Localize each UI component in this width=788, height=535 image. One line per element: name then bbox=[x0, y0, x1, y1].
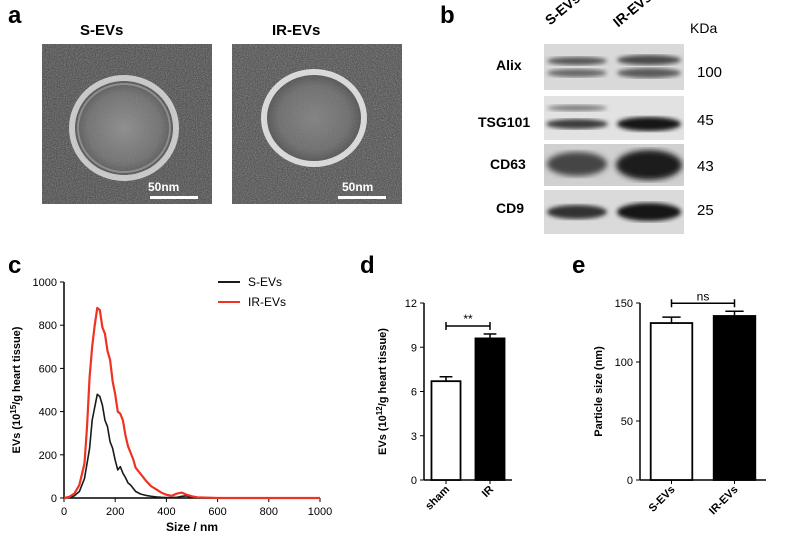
series-line-s-evs bbox=[63, 393, 320, 499]
x-tick-label: 1000 bbox=[308, 506, 332, 518]
x-axis-label: Size / nm bbox=[166, 520, 218, 534]
y-tick-label: 50 bbox=[621, 416, 633, 428]
x-tick-label: IR bbox=[480, 484, 496, 500]
legend-label-ir-evs: IR-EVs bbox=[248, 295, 286, 309]
scale-bar-label-ir-evs: 50nm bbox=[342, 180, 374, 194]
y-tick-label: 0 bbox=[51, 493, 57, 505]
y-tick-label: 9 bbox=[411, 342, 417, 354]
x-tick-label: IR-EVs bbox=[707, 484, 741, 518]
y-tick-label: 100 bbox=[615, 357, 633, 369]
y-tick-label: 800 bbox=[39, 320, 57, 332]
chart-size-distribution: 0 200 400 600 800 1000 0 200 400 600 800 1000 Size … bbox=[9, 275, 333, 534]
x-tick-label: 400 bbox=[157, 506, 175, 518]
significance-label: ns bbox=[697, 289, 710, 303]
blot-lane-s-evs: S-EVs bbox=[541, 0, 584, 29]
x-tick-label: S-EVs bbox=[647, 484, 678, 515]
blot-strip-tsg101 bbox=[544, 96, 684, 140]
legend-label-s-evs: S-EVs bbox=[248, 275, 282, 289]
y-tick-label: 6 bbox=[411, 387, 417, 399]
x-tick-label: 600 bbox=[208, 506, 226, 518]
blot-lane-ir-evs: IR-EVs bbox=[609, 0, 655, 30]
panel-letter-c: c bbox=[8, 252, 22, 279]
panel-letter-d: d bbox=[360, 252, 375, 279]
bar-ir-evs bbox=[712, 315, 757, 481]
chart-ev-count: 0 3 6 9 12 sham IR ** EVs (1012/g heart tissue… bbox=[375, 298, 512, 512]
blot-kda-alix: 100 bbox=[697, 64, 723, 81]
scale-bar-label-s-evs: 50nm bbox=[148, 180, 180, 194]
y-tick-label: 400 bbox=[39, 407, 57, 419]
panel-letter-e: e bbox=[572, 252, 586, 279]
y-tick-label: 600 bbox=[39, 363, 57, 375]
blot-kda-cd63: 43 bbox=[697, 158, 714, 175]
bar-sham bbox=[430, 380, 462, 481]
bar-s-evs bbox=[649, 322, 694, 481]
y-axis-label: EVs (1012/g heart tissue) bbox=[375, 328, 390, 455]
panel-letter-a: a bbox=[8, 2, 22, 29]
blot-protein-alix: Alix bbox=[496, 57, 522, 73]
blot-unit-label: KDa bbox=[690, 20, 718, 36]
blot-strip-alix bbox=[544, 44, 684, 90]
y-tick-label: 1000 bbox=[33, 277, 57, 289]
y-tick-label: 150 bbox=[615, 298, 633, 310]
y-tick-label: 3 bbox=[411, 431, 417, 443]
blot-kda-tsg101: 45 bbox=[697, 112, 714, 129]
tem-image-ir-evs bbox=[232, 44, 402, 204]
tem-image-s-evs bbox=[42, 44, 212, 204]
chart-particle-size: 0 50 100 150 S-EVs IR-EVs ns Particle size (n… bbox=[593, 289, 766, 518]
series-line-ir-evs bbox=[63, 306, 320, 500]
panel-letter-b: b bbox=[440, 2, 455, 29]
blot-strip-cd9 bbox=[544, 190, 684, 234]
x-tick-label: 0 bbox=[61, 506, 67, 518]
y-tick-label: 0 bbox=[411, 475, 417, 487]
significance-label: ** bbox=[463, 312, 473, 326]
tem-title-ir-evs: IR-EVs bbox=[272, 22, 321, 39]
chart-legend: S-EVs IR-EVs bbox=[218, 275, 286, 309]
x-tick-label: sham bbox=[423, 483, 452, 512]
y-axis-label: EVs (1015/g heart tissue) bbox=[9, 326, 24, 453]
blot-protein-tsg101: TSG101 bbox=[478, 114, 531, 130]
blot-protein-cd9: CD9 bbox=[496, 200, 525, 216]
y-tick-label: 200 bbox=[39, 450, 57, 462]
x-tick-label: 800 bbox=[260, 506, 278, 518]
y-tick-label: 12 bbox=[405, 298, 417, 310]
blot-strip-cd63 bbox=[544, 144, 684, 186]
y-axis-label: Particle size (nm) bbox=[593, 346, 605, 437]
y-tick-label: 0 bbox=[627, 475, 633, 487]
western-blot bbox=[544, 44, 684, 234]
tem-title-s-evs: S-EVs bbox=[80, 22, 124, 39]
blot-protein-cd63: CD63 bbox=[490, 156, 526, 172]
blot-kda-cd9: 25 bbox=[697, 202, 714, 219]
bar-ir bbox=[474, 337, 506, 481]
x-tick-label: 200 bbox=[106, 506, 124, 518]
